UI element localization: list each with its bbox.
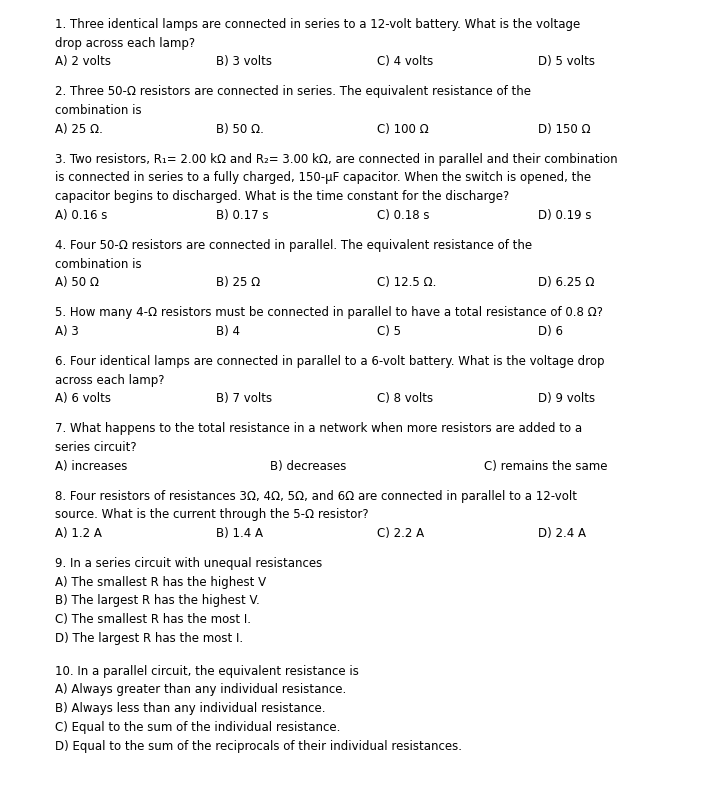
Text: combination is: combination is bbox=[55, 104, 142, 117]
Text: 4. Four 50-Ω resistors are connected in parallel. The equivalent resistance of t: 4. Four 50-Ω resistors are connected in … bbox=[55, 239, 532, 252]
Text: D) 5 volts: D) 5 volts bbox=[538, 56, 595, 69]
Text: A) 2 volts: A) 2 volts bbox=[55, 56, 111, 69]
Text: 2. Three 50-Ω resistors are connected in series. The equivalent resistance of th: 2. Three 50-Ω resistors are connected in… bbox=[55, 85, 531, 98]
Text: 8. Four resistors of resistances 3Ω, 4Ω, 5Ω, and 6Ω are connected in parallel to: 8. Four resistors of resistances 3Ω, 4Ω,… bbox=[55, 489, 577, 503]
Text: B) decreases: B) decreases bbox=[270, 460, 346, 473]
Text: B) 25 Ω: B) 25 Ω bbox=[216, 277, 260, 289]
Text: A) increases: A) increases bbox=[55, 460, 127, 473]
Text: series circuit?: series circuit? bbox=[55, 441, 137, 454]
Text: A) 50 Ω: A) 50 Ω bbox=[55, 277, 99, 289]
Text: C) Equal to the sum of the individual resistance.: C) Equal to the sum of the individual re… bbox=[55, 720, 340, 734]
Text: D) 6: D) 6 bbox=[538, 325, 563, 338]
Text: B) The largest R has the highest V.: B) The largest R has the highest V. bbox=[55, 595, 260, 607]
Text: C) remains the same: C) remains the same bbox=[485, 460, 608, 473]
Text: D) 6.25 Ω: D) 6.25 Ω bbox=[538, 277, 595, 289]
Text: A) 25 Ω.: A) 25 Ω. bbox=[55, 123, 103, 135]
Text: D) 150 Ω: D) 150 Ω bbox=[538, 123, 590, 135]
Text: 1. Three identical lamps are connected in series to a 12-volt battery. What is t: 1. Three identical lamps are connected i… bbox=[55, 18, 580, 31]
Text: C) 8 volts: C) 8 volts bbox=[377, 392, 433, 406]
Text: 9. In a series circuit with unequal resistances: 9. In a series circuit with unequal resi… bbox=[55, 557, 322, 570]
Text: A) The smallest R has the highest V: A) The smallest R has the highest V bbox=[55, 575, 266, 589]
Text: 7. What happens to the total resistance in a network when more resistors are add: 7. What happens to the total resistance … bbox=[55, 422, 582, 435]
Text: C) 12.5 Ω.: C) 12.5 Ω. bbox=[377, 277, 436, 289]
Text: 6. Four identical lamps are connected in parallel to a 6-volt battery. What is t: 6. Four identical lamps are connected in… bbox=[55, 355, 605, 367]
Text: capacitor begins to discharged. What is the time constant for the discharge?: capacitor begins to discharged. What is … bbox=[55, 190, 509, 203]
Text: B) 4: B) 4 bbox=[216, 325, 240, 338]
Text: A) 3: A) 3 bbox=[55, 325, 79, 338]
Text: A) 1.2 A: A) 1.2 A bbox=[55, 527, 102, 540]
Text: D) The largest R has the most I.: D) The largest R has the most I. bbox=[55, 632, 243, 645]
Text: across each lamp?: across each lamp? bbox=[55, 374, 165, 387]
Text: C) 2.2 A: C) 2.2 A bbox=[377, 527, 424, 540]
Text: B) 3 volts: B) 3 volts bbox=[216, 56, 272, 69]
Text: combination is: combination is bbox=[55, 257, 142, 271]
Text: D) Equal to the sum of the reciprocals of their individual resistances.: D) Equal to the sum of the reciprocals o… bbox=[55, 740, 462, 752]
Text: D) 2.4 A: D) 2.4 A bbox=[538, 527, 586, 540]
Text: C) The smallest R has the most I.: C) The smallest R has the most I. bbox=[55, 613, 251, 626]
Text: drop across each lamp?: drop across each lamp? bbox=[55, 37, 195, 49]
Text: C) 100 Ω: C) 100 Ω bbox=[377, 123, 429, 135]
Text: is connected in series to a fully charged, 150-μF capacitor. When the switch is : is connected in series to a fully charge… bbox=[55, 171, 591, 184]
Text: source. What is the current through the 5-Ω resistor?: source. What is the current through the … bbox=[55, 508, 369, 521]
Text: B) 0.17 s: B) 0.17 s bbox=[216, 209, 268, 222]
Text: C) 0.18 s: C) 0.18 s bbox=[377, 209, 429, 222]
Text: D) 9 volts: D) 9 volts bbox=[538, 392, 595, 406]
Text: D) 0.19 s: D) 0.19 s bbox=[538, 209, 592, 222]
Text: A) Always greater than any individual resistance.: A) Always greater than any individual re… bbox=[55, 683, 347, 697]
Text: A) 0.16 s: A) 0.16 s bbox=[55, 209, 107, 222]
Text: 3. Two resistors, R₁= 2.00 kΩ and R₂= 3.00 kΩ, are connected in parallel and the: 3. Two resistors, R₁= 2.00 kΩ and R₂= 3.… bbox=[55, 153, 618, 166]
Text: C) 4 volts: C) 4 volts bbox=[377, 56, 434, 69]
Text: 10. In a parallel circuit, the equivalent resistance is: 10. In a parallel circuit, the equivalen… bbox=[55, 665, 359, 677]
Text: C) 5: C) 5 bbox=[377, 325, 401, 338]
Text: 5. How many 4-Ω resistors must be connected in parallel to have a total resistan: 5. How many 4-Ω resistors must be connec… bbox=[55, 306, 603, 319]
Text: B) 7 volts: B) 7 volts bbox=[216, 392, 272, 406]
Text: B) 50 Ω.: B) 50 Ω. bbox=[216, 123, 264, 135]
Text: B) Always less than any individual resistance.: B) Always less than any individual resis… bbox=[55, 702, 326, 715]
Text: A) 6 volts: A) 6 volts bbox=[55, 392, 111, 406]
Text: B) 1.4 A: B) 1.4 A bbox=[216, 527, 263, 540]
